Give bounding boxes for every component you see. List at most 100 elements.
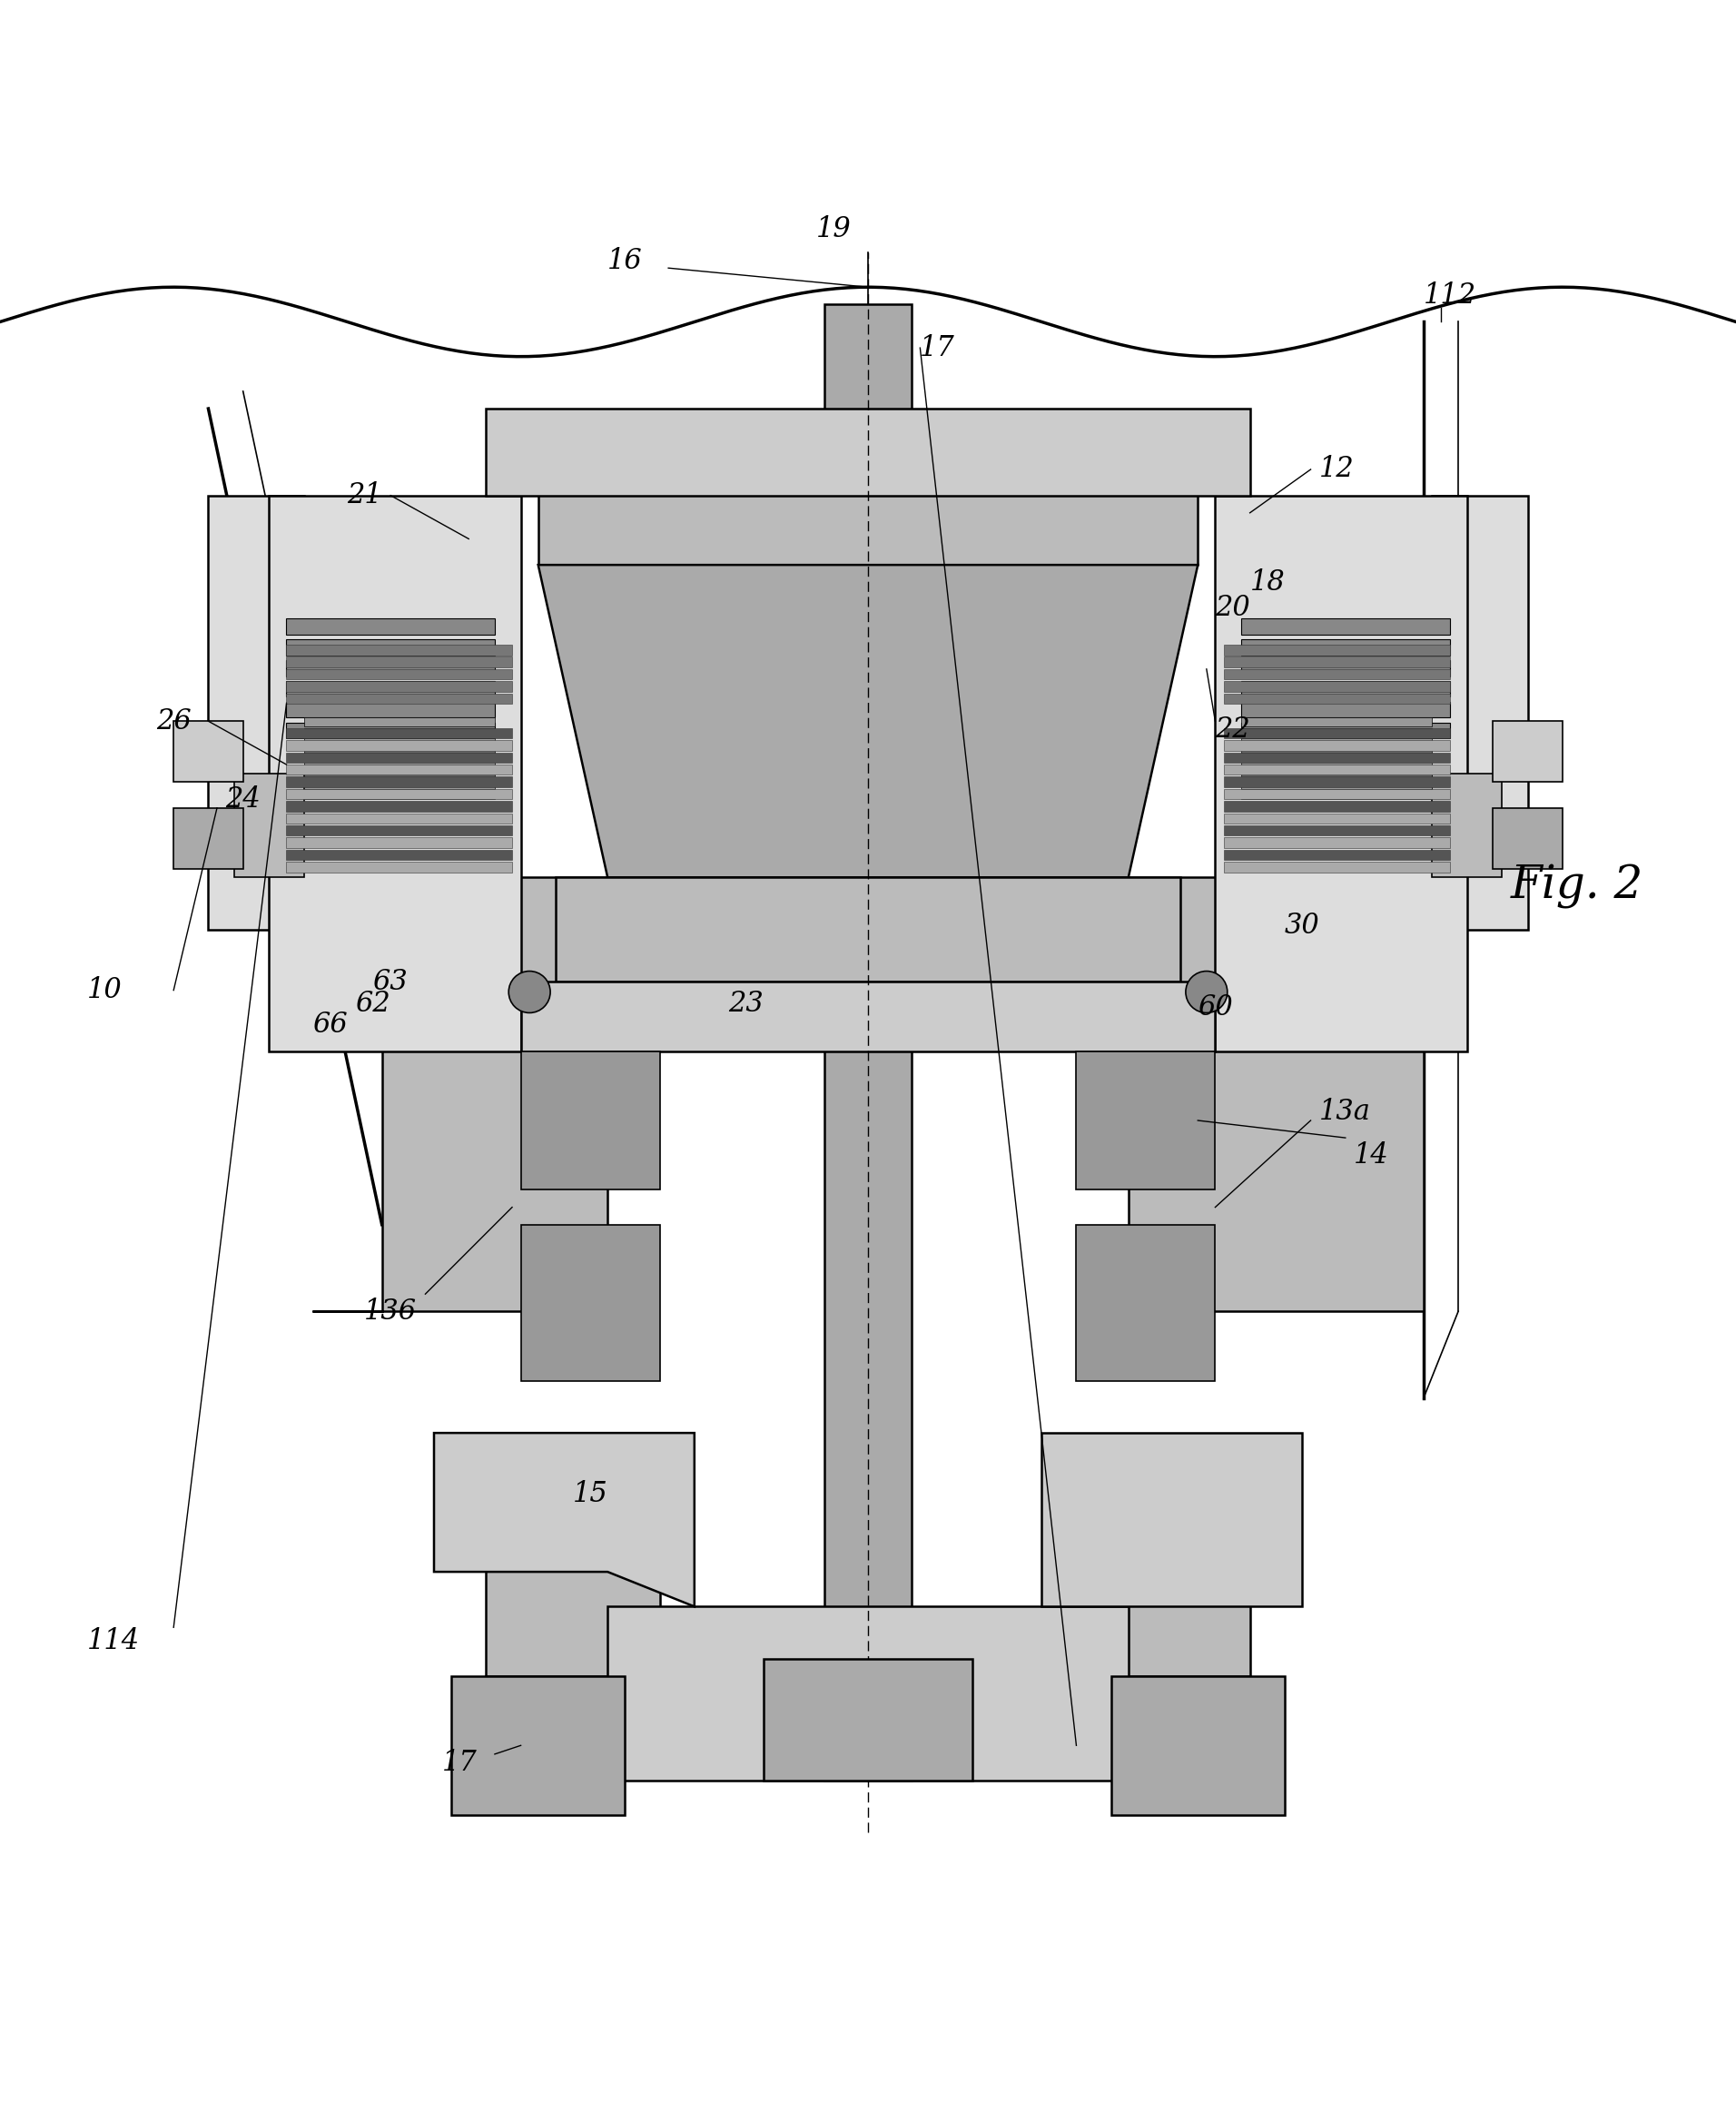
Bar bbox=[304, 759, 495, 767]
Bar bbox=[1224, 788, 1450, 799]
Bar bbox=[1224, 668, 1450, 679]
Bar bbox=[286, 639, 495, 656]
Text: 24: 24 bbox=[226, 786, 260, 813]
Text: 14: 14 bbox=[1354, 1141, 1389, 1169]
Text: 17: 17 bbox=[920, 334, 955, 362]
Polygon shape bbox=[486, 1537, 660, 1745]
Bar bbox=[1493, 807, 1562, 868]
Text: 30: 30 bbox=[1285, 912, 1319, 940]
Bar bbox=[286, 778, 512, 786]
Bar bbox=[286, 694, 512, 704]
Polygon shape bbox=[521, 982, 1215, 1051]
Text: 22: 22 bbox=[1215, 717, 1250, 744]
Text: 10: 10 bbox=[87, 975, 122, 1005]
Text: 62: 62 bbox=[356, 990, 391, 1017]
Text: 13a: 13a bbox=[1319, 1097, 1371, 1127]
Bar bbox=[1241, 727, 1432, 738]
Polygon shape bbox=[825, 305, 911, 1780]
Polygon shape bbox=[1076, 1537, 1250, 1745]
Bar bbox=[304, 769, 495, 778]
Text: 112: 112 bbox=[1424, 282, 1476, 309]
Bar bbox=[304, 738, 495, 746]
Bar bbox=[1241, 780, 1432, 788]
Bar bbox=[1224, 753, 1450, 763]
Bar bbox=[1241, 759, 1432, 767]
Polygon shape bbox=[1128, 877, 1424, 1312]
Bar bbox=[286, 813, 512, 824]
Bar bbox=[304, 717, 495, 727]
Bar bbox=[286, 788, 512, 799]
Polygon shape bbox=[1111, 1675, 1285, 1814]
Text: 66: 66 bbox=[312, 1011, 347, 1038]
Bar bbox=[286, 837, 512, 847]
Bar bbox=[1224, 658, 1450, 666]
Text: 15: 15 bbox=[573, 1480, 608, 1507]
Bar bbox=[1224, 765, 1450, 776]
Bar bbox=[286, 668, 512, 679]
Text: 18: 18 bbox=[1250, 568, 1285, 597]
Bar bbox=[1224, 778, 1450, 786]
Polygon shape bbox=[451, 1675, 625, 1814]
Polygon shape bbox=[1076, 1225, 1215, 1381]
Polygon shape bbox=[269, 496, 521, 1051]
Bar bbox=[286, 681, 512, 692]
Bar bbox=[1432, 774, 1502, 877]
Polygon shape bbox=[312, 877, 608, 1312]
Bar bbox=[286, 660, 495, 677]
Text: 20: 20 bbox=[1215, 595, 1250, 622]
Text: 26: 26 bbox=[156, 706, 191, 736]
Bar bbox=[1224, 862, 1450, 872]
Bar bbox=[234, 774, 304, 877]
Text: 114: 114 bbox=[87, 1627, 139, 1656]
Bar bbox=[1241, 723, 1450, 738]
Bar bbox=[286, 702, 495, 717]
Polygon shape bbox=[538, 565, 1198, 877]
Bar bbox=[1241, 769, 1432, 778]
Bar bbox=[286, 645, 512, 656]
Bar bbox=[1241, 639, 1450, 656]
Bar bbox=[1241, 618, 1450, 635]
Bar bbox=[286, 849, 512, 860]
Bar bbox=[286, 727, 512, 738]
Bar bbox=[1224, 826, 1450, 837]
Text: 23: 23 bbox=[729, 990, 764, 1017]
Bar bbox=[286, 862, 512, 872]
Bar bbox=[1224, 837, 1450, 847]
Bar bbox=[1224, 849, 1450, 860]
Polygon shape bbox=[521, 1225, 660, 1381]
Bar bbox=[1493, 721, 1562, 782]
Bar bbox=[1241, 738, 1432, 746]
Bar bbox=[1241, 748, 1432, 757]
Bar bbox=[286, 618, 495, 635]
Bar bbox=[1224, 727, 1450, 738]
Bar bbox=[304, 727, 495, 738]
Text: 60: 60 bbox=[1198, 994, 1233, 1022]
Text: 12: 12 bbox=[1319, 456, 1354, 483]
Bar bbox=[1224, 645, 1450, 656]
Text: 136: 136 bbox=[365, 1297, 417, 1326]
Text: 16: 16 bbox=[608, 248, 642, 275]
Bar bbox=[286, 801, 512, 811]
Polygon shape bbox=[1215, 496, 1467, 1051]
Text: 17: 17 bbox=[443, 1749, 477, 1776]
Bar bbox=[1224, 740, 1450, 750]
Bar bbox=[286, 765, 512, 776]
Polygon shape bbox=[486, 408, 1250, 496]
Polygon shape bbox=[486, 1606, 1250, 1780]
Polygon shape bbox=[538, 460, 1198, 565]
Bar bbox=[1241, 660, 1450, 677]
Circle shape bbox=[509, 971, 550, 1013]
Polygon shape bbox=[1042, 1434, 1302, 1606]
Polygon shape bbox=[556, 877, 1180, 982]
Bar bbox=[174, 807, 243, 868]
Bar bbox=[1241, 681, 1450, 698]
Bar bbox=[304, 748, 495, 757]
Text: 19: 19 bbox=[816, 217, 851, 244]
Bar bbox=[286, 826, 512, 837]
Bar bbox=[286, 723, 495, 738]
Bar bbox=[1224, 813, 1450, 824]
Bar bbox=[1224, 801, 1450, 811]
Text: Fig. 2: Fig. 2 bbox=[1510, 864, 1644, 908]
Bar bbox=[1241, 790, 1432, 799]
Polygon shape bbox=[764, 1658, 972, 1780]
